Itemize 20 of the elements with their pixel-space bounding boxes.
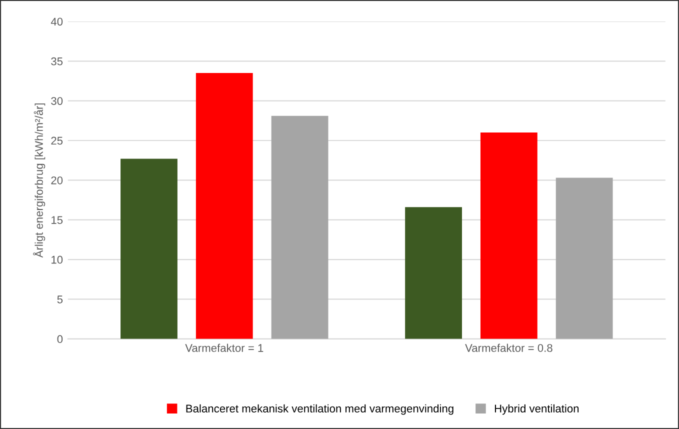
bar [196, 73, 253, 339]
y-tick-label: 5 [57, 296, 63, 304]
y-tick-label: 40 [50, 18, 63, 26]
bar [120, 158, 178, 339]
y-tick-label: 10 [52, 256, 63, 264]
x-tick-label: Varmefaktor = 0.8 [465, 344, 552, 352]
x-tick-label: Varmefaktor = 1 [185, 344, 264, 352]
y-tick-label: 25 [51, 136, 63, 145]
y-tick-label: 35 [51, 57, 63, 66]
y-tick-label: 20 [51, 176, 63, 184]
legend-label: Balanceret mekanisk ventilation med varmegenvinding [186, 404, 454, 415]
bar [405, 207, 462, 339]
y-axis-title: Årligt energiforbrug [kWh/m²/år] [33, 103, 46, 258]
y-tick-label: 0 [57, 335, 63, 344]
y-tick-label: 15 [52, 216, 63, 224]
bar [271, 116, 328, 339]
legend-label: Hybrid ventilation [494, 404, 579, 415]
y-tick-label: 30 [51, 97, 63, 105]
bar [480, 132, 538, 339]
bar [556, 178, 613, 339]
